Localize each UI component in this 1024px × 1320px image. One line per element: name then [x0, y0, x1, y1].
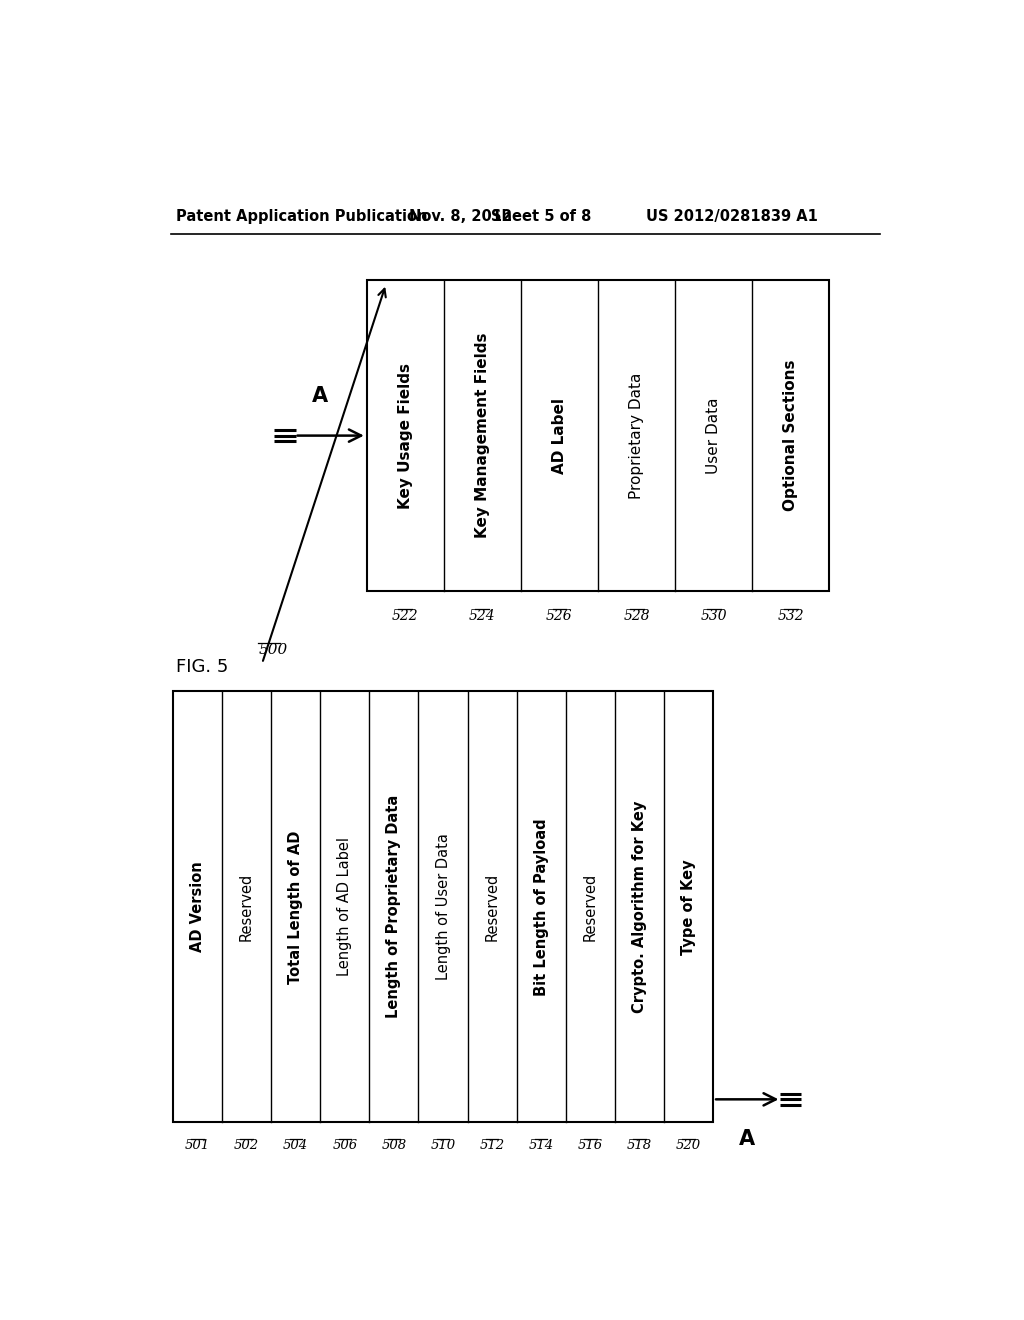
Text: 504: 504	[284, 1139, 308, 1152]
Text: 532: 532	[777, 609, 804, 623]
Text: 506: 506	[332, 1139, 357, 1152]
Text: Reserved: Reserved	[583, 873, 598, 941]
Text: 501: 501	[185, 1139, 210, 1152]
Text: Patent Application Publication: Patent Application Publication	[176, 209, 428, 223]
Text: 520: 520	[676, 1139, 701, 1152]
Text: FIG. 5: FIG. 5	[176, 657, 228, 676]
Text: User Data: User Data	[707, 397, 721, 474]
Text: Proprietary Data: Proprietary Data	[629, 372, 644, 499]
Text: A: A	[312, 385, 329, 405]
Text: 510: 510	[430, 1139, 456, 1152]
Bar	[367, 280, 829, 591]
Text: Sheet 5 of 8: Sheet 5 of 8	[490, 209, 591, 223]
Text: 518: 518	[627, 1139, 652, 1152]
Text: 502: 502	[234, 1139, 259, 1152]
Text: Reserved: Reserved	[240, 873, 254, 941]
Text: 522: 522	[392, 609, 419, 623]
Text: Length of Proprietary Data: Length of Proprietary Data	[386, 795, 401, 1019]
Text: Bit Length of Payload: Bit Length of Payload	[534, 818, 549, 995]
Text: 528: 528	[624, 609, 650, 623]
Text: AD Label: AD Label	[552, 397, 567, 474]
Text: Key Management Fields: Key Management Fields	[475, 333, 489, 539]
Text: 514: 514	[528, 1139, 554, 1152]
Text: Length of User Data: Length of User Data	[435, 833, 451, 981]
Text: Optional Sections: Optional Sections	[783, 360, 799, 511]
Text: Reserved: Reserved	[484, 873, 500, 941]
Text: 512: 512	[479, 1139, 505, 1152]
Text: 516: 516	[578, 1139, 603, 1152]
Text: Key Usage Fields: Key Usage Fields	[397, 363, 413, 508]
Text: Total Length of AD: Total Length of AD	[288, 830, 303, 983]
Text: 500: 500	[258, 643, 288, 656]
Text: 508: 508	[381, 1139, 407, 1152]
Text: Crypto. Algorithm for Key: Crypto. Algorithm for Key	[632, 801, 647, 1012]
Text: Length of AD Label: Length of AD Label	[337, 837, 352, 977]
Text: 526: 526	[546, 609, 572, 623]
Text: Nov. 8, 2012: Nov. 8, 2012	[409, 209, 512, 223]
Text: AD Version: AD Version	[190, 862, 205, 952]
Text: A: A	[739, 1130, 756, 1150]
Text: Type of Key: Type of Key	[681, 859, 696, 954]
Text: 524: 524	[469, 609, 496, 623]
Text: 530: 530	[700, 609, 727, 623]
Bar	[173, 692, 713, 1122]
Text: US 2012/0281839 A1: US 2012/0281839 A1	[646, 209, 817, 223]
